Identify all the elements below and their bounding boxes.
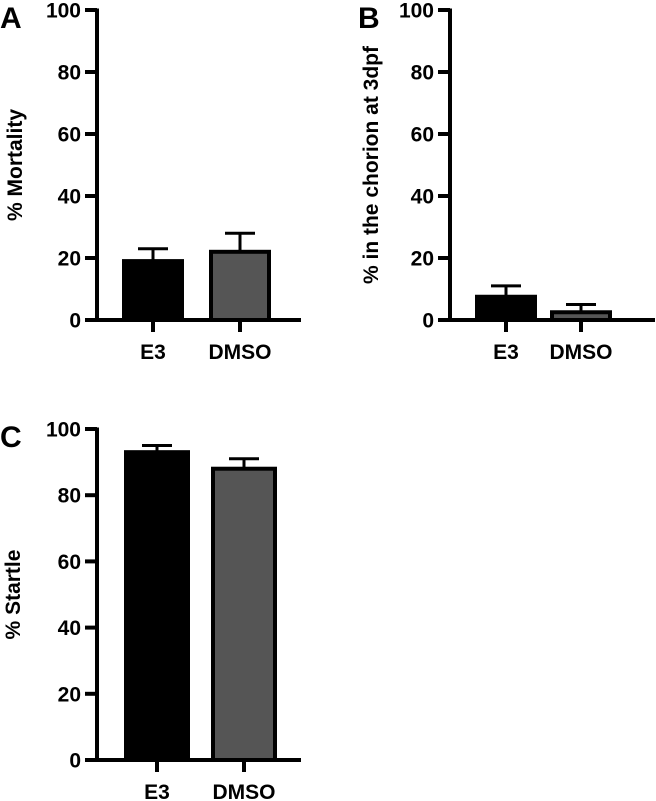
y-axis-label: % Mortality <box>4 109 27 221</box>
y-tick-label: 20 <box>58 248 81 271</box>
y-tick-label: 20 <box>411 248 434 271</box>
bar-e3 <box>122 259 184 323</box>
y-tick-label: 60 <box>58 551 81 574</box>
y-tick-label: 0 <box>69 750 81 773</box>
y-axis-label: % Startle <box>2 550 25 640</box>
y-tick-label: 40 <box>411 186 434 209</box>
y-tick-label: 40 <box>58 617 81 640</box>
y-tick-label: 0 <box>69 310 81 333</box>
x-tick-label: E3 <box>144 781 170 801</box>
y-tick-label: 40 <box>58 186 81 209</box>
x-tick-label: DMSO <box>209 341 272 364</box>
y-tick-label: 100 <box>46 419 81 442</box>
y-tick-label: 100 <box>46 0 81 23</box>
panel-c: C 0 20 40 60 80 100 % Startle E3 DMSO <box>0 419 301 801</box>
y-axis-label: % in the chorion at 3dpf <box>360 45 383 284</box>
y-tick-label: 100 <box>399 0 434 23</box>
bar-e3 <box>475 294 537 322</box>
y-tick-label: 80 <box>58 485 81 508</box>
bar-dmso <box>211 466 277 762</box>
bar-dmso <box>550 310 612 322</box>
panel-a: A 0 20 40 60 80 100 % Mortality E3 DMSO <box>0 0 301 364</box>
bar-e3 <box>124 450 190 762</box>
y-tick-label: 80 <box>58 62 81 85</box>
panel-b: B 0 20 40 60 80 100 % in the chorion at 3dpf E3 D… <box>358 0 655 364</box>
panel-letter: A <box>0 2 22 35</box>
x-tick-label: E3 <box>493 341 519 364</box>
y-tick-label: 80 <box>411 62 434 85</box>
x-tick-label: E3 <box>140 341 166 364</box>
y-tick-label: 20 <box>58 683 81 706</box>
panel-letter: C <box>0 421 22 454</box>
y-tick-label: 0 <box>422 310 434 333</box>
panel-letter: B <box>358 2 380 35</box>
y-tick-label: 60 <box>58 124 81 147</box>
x-tick-label: DMSO <box>550 341 613 364</box>
x-tick-label: DMSO <box>213 781 276 801</box>
y-tick-label: 60 <box>411 124 434 147</box>
bar-dmso <box>209 249 271 322</box>
